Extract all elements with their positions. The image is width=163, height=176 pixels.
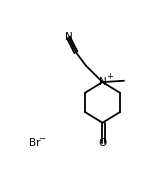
- Text: N: N: [65, 32, 72, 42]
- Text: N: N: [99, 77, 106, 87]
- Text: −: −: [38, 134, 45, 143]
- Text: +: +: [106, 72, 113, 81]
- Text: O: O: [98, 138, 107, 148]
- Text: Br: Br: [29, 138, 41, 148]
